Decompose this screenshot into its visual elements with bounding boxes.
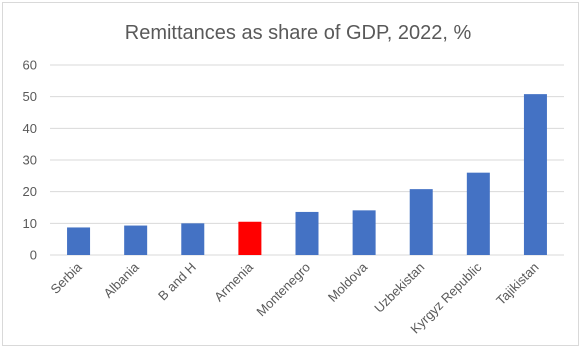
- y-tick-label: 30: [23, 153, 37, 168]
- bar-moldova: [352, 210, 376, 255]
- x-tick-label: Serbia: [47, 259, 85, 297]
- x-tick-label: Albania: [101, 259, 143, 301]
- chart-title: Remittances as share of GDP, 2022, %: [125, 22, 472, 44]
- bar-serbia: [67, 227, 91, 255]
- y-axis-ticks: 0 10 20 30 40 50 60: [23, 58, 37, 263]
- x-tick-label: Montenegro: [253, 260, 313, 320]
- y-tick-label: 60: [23, 58, 37, 73]
- y-tick-label: 40: [23, 121, 37, 136]
- bar-armenia: [238, 221, 262, 255]
- bar-kyrgyz-republic: [466, 172, 490, 255]
- x-tick-label: Armenia: [211, 259, 256, 304]
- x-tick-label: B and H: [155, 260, 199, 304]
- bar-albania: [124, 225, 148, 255]
- x-tick-label: Moldova: [325, 259, 371, 305]
- bar-montenegro: [295, 211, 319, 255]
- y-tick-label: 10: [23, 216, 37, 231]
- y-tick-label: 0: [30, 248, 37, 263]
- bar-tajikistan: [523, 94, 547, 255]
- bar-uzbekistan: [409, 189, 433, 255]
- y-tick-label: 50: [23, 89, 37, 104]
- x-tick-label: Uzbekistan: [371, 260, 427, 316]
- x-tick-label: Tajikistan: [493, 260, 541, 308]
- bars: [67, 94, 547, 255]
- y-tick-label: 20: [23, 184, 37, 199]
- bar-b-and-h: [181, 223, 205, 255]
